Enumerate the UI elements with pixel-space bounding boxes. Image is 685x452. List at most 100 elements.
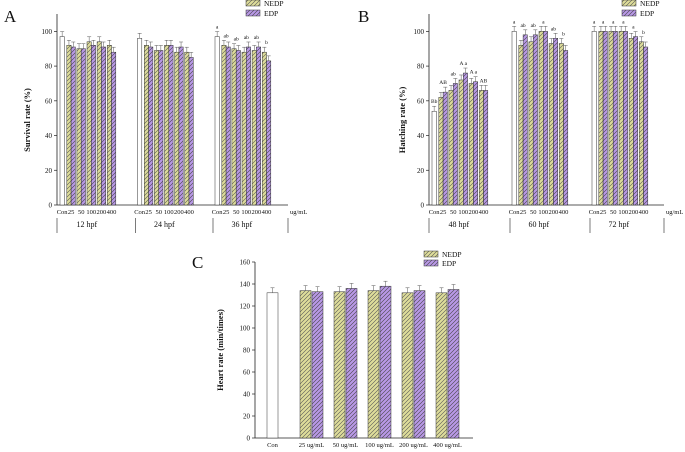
panel-a-legend: NEDP EDP [245, 0, 284, 18]
dose-tick-label: Con [57, 209, 69, 216]
nedp-bar [548, 43, 554, 206]
legend-nedp-swatch [245, 0, 261, 7]
significance-label: a [612, 19, 615, 25]
legend-nedp-label: NEDP [640, 0, 660, 8]
group-label: 24 hpf [154, 220, 175, 229]
edp-bar [612, 31, 618, 206]
significance-label: a [216, 25, 219, 31]
significance-label: a [542, 19, 545, 25]
panel-a-y-tick-label: 60 [45, 97, 53, 105]
dose-tick-label: Con [429, 209, 441, 216]
significance-label: ab [520, 23, 525, 29]
significance-label: b [642, 30, 645, 36]
unit-label: ug/mL [666, 209, 683, 216]
dose-tick-label: 100 [241, 209, 251, 216]
edp-bar [70, 46, 76, 206]
significance-label: Bb [431, 99, 438, 105]
dose-tick-label: 50 [155, 209, 162, 216]
nedp-bar [478, 90, 484, 206]
panel-c-legend: NEDP EDP [423, 250, 462, 268]
nedp-bar [76, 48, 82, 206]
nedp-bar [367, 290, 380, 439]
edp-bar [643, 46, 649, 206]
significance-label: ab [451, 71, 456, 77]
con-bar [137, 38, 143, 206]
significance-label: a [622, 19, 625, 25]
panel-b-y-tick-label: 0 [421, 202, 425, 210]
dose-tick-label: 200 [97, 209, 107, 216]
significance-label: a [602, 19, 605, 25]
con-bar [431, 110, 437, 206]
significance-label: b [265, 40, 268, 46]
panel-c-y-tick-label: 80 [243, 347, 251, 355]
nedp-bar [164, 45, 170, 206]
significance-label: a [632, 25, 635, 31]
category-tick-label: 100 ug/mL [365, 442, 394, 449]
panel-a-y-tick-label: 80 [45, 63, 53, 71]
edp-bar [266, 60, 272, 206]
panel-a-y-tick-label: 20 [45, 167, 53, 175]
edp-bar [168, 45, 174, 206]
significance-label: ab [244, 35, 249, 41]
nedp-bar [261, 51, 267, 206]
nedp-bar [66, 45, 72, 206]
nedp-bar [96, 41, 102, 206]
dose-tick-label: Con [134, 209, 146, 216]
dose-tick-label: 100 [538, 209, 548, 216]
dose-tick-label: 50 [530, 209, 537, 216]
edp-bar [543, 31, 548, 206]
nedp-bar [448, 90, 454, 206]
edp-bar [91, 45, 96, 206]
panel-c-y-tick-label: 40 [243, 391, 251, 399]
nedp-bar [558, 43, 564, 206]
panel-c-ylabel: Heart rate (min/times) [215, 309, 225, 391]
nedp-bar [106, 45, 112, 206]
nedp-bar [174, 51, 180, 206]
panel-b-y-tick-label: 80 [417, 63, 425, 71]
dose-tick-label: 25 [600, 209, 607, 216]
edp-bar [532, 34, 538, 206]
edp-bar [633, 36, 638, 206]
nedp-bar [401, 292, 414, 439]
dose-tick-label: 200 [174, 209, 184, 216]
dose-tick-label: 25 [223, 209, 230, 216]
legend-nedp-swatch [621, 0, 637, 7]
dose-tick-label: 50 [450, 209, 457, 216]
panel-b-label: B [358, 7, 369, 26]
edp-bar [563, 50, 569, 206]
legend-nedp-label: NEDP [442, 250, 462, 259]
nedp-bar [618, 31, 624, 206]
group-label: 36 hpf [231, 220, 252, 229]
significance-label: ab [531, 23, 536, 29]
con-bar [266, 292, 279, 439]
dose-tick-label: 200 [252, 209, 262, 216]
nedp-bar [608, 31, 614, 206]
con-bar [511, 31, 517, 206]
dose-tick-label: Con [509, 209, 521, 216]
panel-c-y-tick-label: 20 [243, 413, 251, 421]
nedp-bar [598, 31, 604, 206]
category-tick-label: 25 ug/mL [299, 442, 324, 449]
edp-bar [80, 48, 86, 206]
panel-a-y-tick-label: 0 [49, 202, 53, 210]
nedp-bar [251, 50, 257, 206]
dose-tick-label: 100 [458, 209, 468, 216]
panel-b-y-tick-label: 40 [417, 132, 425, 140]
edp-bar [158, 50, 164, 206]
group-label: 60 hpf [528, 220, 549, 229]
nedp-bar [231, 48, 237, 206]
dose-tick-label: 400 [107, 209, 117, 216]
con-bar [59, 36, 65, 206]
panel-c-y-tick-label: 100 [240, 325, 251, 333]
panel-c-x-labels: Con 25 ug/mL 50 ug/mL 100 ug/mL 200 ug/mL 400… [267, 442, 462, 449]
legend-edp-label: EDP [640, 9, 654, 18]
nedp-bar [458, 79, 464, 206]
panel-b-y-tick-label: 100 [414, 28, 425, 36]
significance-label: A a [460, 61, 468, 67]
dose-tick-label: 25 [68, 209, 75, 216]
